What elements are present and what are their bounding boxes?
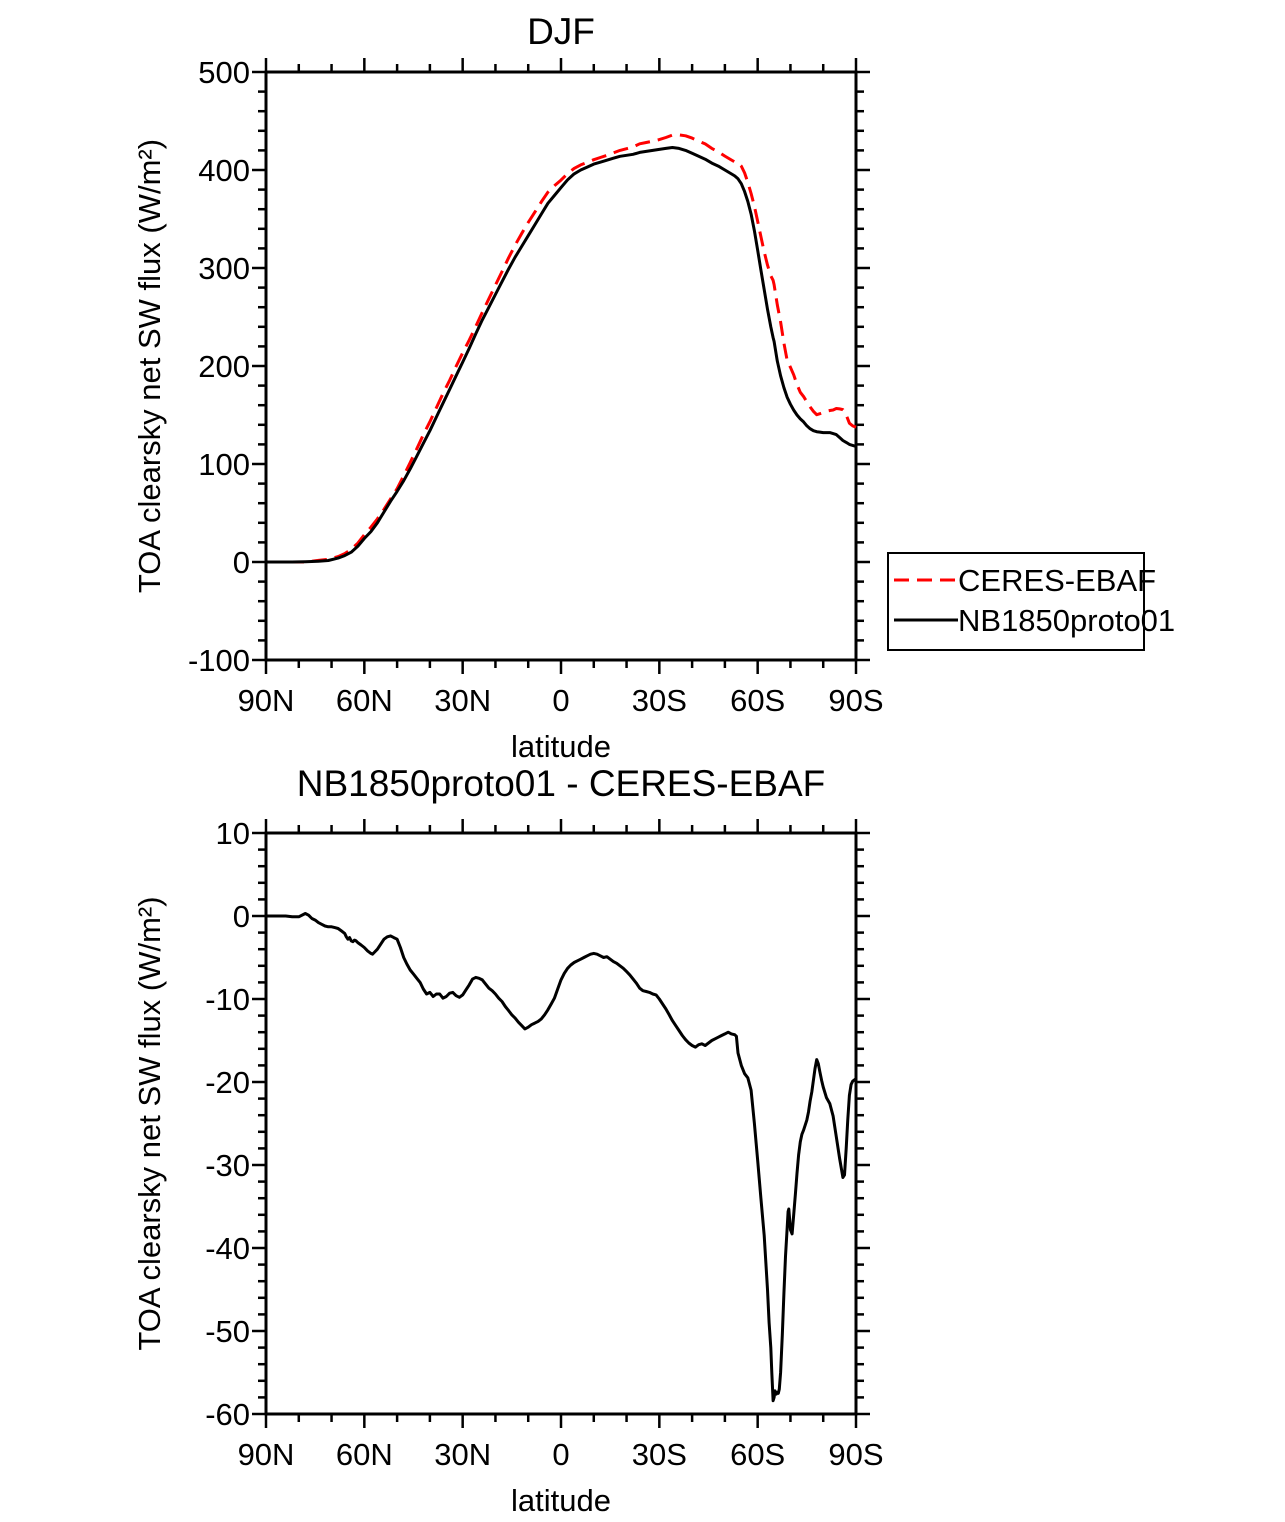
- x-tick-label: 0: [552, 683, 569, 718]
- series-line-nb1850proto01-ceres-ebaf: [266, 912, 857, 1403]
- y-axis-label: TOA clearsky net SW flux (W/m²): [132, 139, 167, 593]
- y-tick-label: -10: [205, 982, 250, 1017]
- x-ticks: [264, 58, 858, 674]
- y-tick-label: -60: [205, 1397, 250, 1432]
- y-tick-label: 100: [198, 447, 250, 482]
- x-tick-label: 0: [552, 1437, 569, 1472]
- y-tick-label: 400: [198, 153, 250, 188]
- y-tick-label: 500: [198, 55, 250, 90]
- y-ticks: [252, 70, 870, 662]
- x-tick-label: 90N: [238, 683, 295, 718]
- plot-frame: [264, 70, 858, 662]
- x-tick-labels: 90N 60N 30N 0 30S 60S 90S: [238, 1437, 884, 1472]
- y-tick-label: -40: [205, 1231, 250, 1266]
- y-tick-label: -100: [188, 643, 250, 678]
- legend-label-2: NB1850proto01: [958, 603, 1175, 638]
- x-tick-label: 90S: [828, 1437, 883, 1472]
- x-tick-labels: 90N 60N 30N 0 30S 60S 90S: [238, 683, 884, 718]
- series-line-nb1850proto01: [266, 146, 857, 564]
- panel-2: 90N 60N 30N 0 30S 60S 90S 10 0 -10 -20 -30 -40 -50 -60…: [132, 763, 884, 1518]
- y-axis-label: TOA clearsky net SW flux (W/m²): [132, 896, 167, 1350]
- y-tick-label: 200: [198, 349, 250, 384]
- y-ticks: [252, 831, 870, 1416]
- x-tick-label: 60N: [336, 683, 393, 718]
- panel-title: DJF: [527, 11, 595, 52]
- y-tick-label: -30: [205, 1148, 250, 1183]
- legend-label-1: CERES-EBAF: [958, 563, 1156, 598]
- x-tick-label: 90N: [238, 1437, 295, 1472]
- x-tick-label: 30S: [632, 683, 687, 718]
- y-tick-label: 10: [216, 816, 250, 851]
- x-tick-label: 30N: [434, 1437, 491, 1472]
- x-tick-label: 30N: [434, 683, 491, 718]
- legend: CERES-EBAF NB1850proto01: [887, 552, 1175, 651]
- panel-1: 90N 60N 30N 0 30S 60S 90S 500 400 300 200 100 0 -100 D…: [132, 11, 1175, 764]
- x-tick-label: 30S: [632, 1437, 687, 1472]
- x-tick-label: 60S: [730, 1437, 785, 1472]
- x-tick-label: 60N: [336, 1437, 393, 1472]
- y-tick-label: 0: [233, 899, 250, 934]
- legend-box: [887, 552, 1145, 651]
- x-tick-label: 90S: [828, 683, 883, 718]
- y-tick-labels: 10 0 -10 -20 -30 -40 -50 -60: [205, 816, 250, 1432]
- x-axis-label: latitude: [511, 729, 611, 764]
- x-tick-label: 60S: [730, 683, 785, 718]
- plot-frame: [264, 831, 858, 1416]
- series-line-ceres-ebaf: [266, 133, 857, 564]
- x-ticks: [264, 819, 858, 1428]
- y-tick-label: 300: [198, 251, 250, 286]
- x-axis-label: latitude: [511, 1483, 611, 1517]
- y-tick-labels: 500 400 300 200 100 0 -100: [188, 55, 250, 678]
- y-tick-label: -20: [205, 1065, 250, 1100]
- y-tick-label: 0: [233, 545, 250, 580]
- y-tick-label: -50: [205, 1314, 250, 1349]
- panel-title: NB1850proto01 - CERES-EBAF: [297, 763, 826, 804]
